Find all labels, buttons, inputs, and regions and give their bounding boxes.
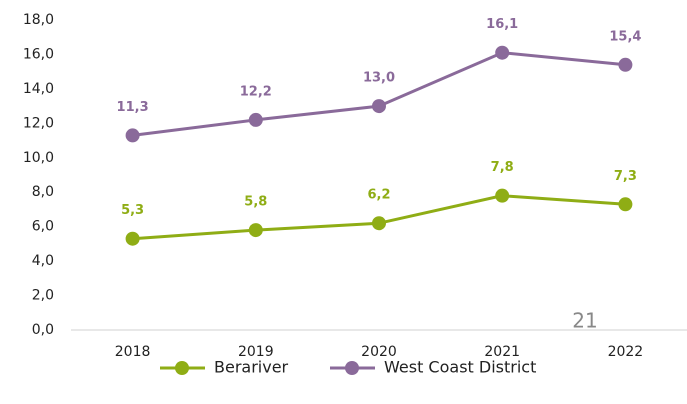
data-point xyxy=(495,188,510,203)
series-line xyxy=(132,51,626,137)
data-point xyxy=(618,57,633,72)
legend-marker xyxy=(345,361,359,375)
y-tick-label: 14,0 xyxy=(23,81,54,97)
data-label: 6,2 xyxy=(367,188,390,203)
data-label: 5,8 xyxy=(244,195,267,210)
y-tick-label: 10,0 xyxy=(23,150,54,166)
legend-marker xyxy=(175,361,189,375)
y-tick-label: 8,0 xyxy=(32,184,54,200)
data-label: 7,8 xyxy=(491,160,514,175)
y-tick-label: 6,0 xyxy=(32,219,54,235)
data-point xyxy=(618,197,633,212)
data-point xyxy=(125,128,140,143)
x-tick-label: 2021 xyxy=(484,344,520,360)
x-tick-label: 2018 xyxy=(115,344,151,360)
data-point xyxy=(495,45,510,60)
data-point xyxy=(248,223,263,238)
data-label: 12,2 xyxy=(240,84,272,99)
data-point xyxy=(125,231,140,246)
y-tick-label: 16,0 xyxy=(23,46,54,62)
data-label: 13,0 xyxy=(363,71,395,86)
y-tick-label: 4,0 xyxy=(32,253,54,269)
data-point xyxy=(372,216,386,231)
x-tick-label: 2019 xyxy=(238,344,274,360)
legend-label: Berariver xyxy=(214,358,289,377)
data-label: 5,3 xyxy=(121,203,144,218)
legend-label: West Coast District xyxy=(384,358,536,377)
y-tick-label: 18,0 xyxy=(23,12,54,28)
data-point xyxy=(248,112,263,127)
data-label: 15,4 xyxy=(609,29,641,44)
annotation: 21 xyxy=(572,309,597,333)
data-label: 11,3 xyxy=(117,100,149,115)
x-tick-label: 2022 xyxy=(608,344,644,360)
data-label: 16,1 xyxy=(486,17,518,32)
y-tick-label: 12,0 xyxy=(23,115,54,131)
x-tick-label: 2020 xyxy=(361,344,397,360)
y-tick-label: 0,0 xyxy=(32,322,54,338)
y-tick-label: 2,0 xyxy=(32,288,54,304)
data-label: 7,3 xyxy=(614,169,637,184)
data-point xyxy=(372,99,386,114)
